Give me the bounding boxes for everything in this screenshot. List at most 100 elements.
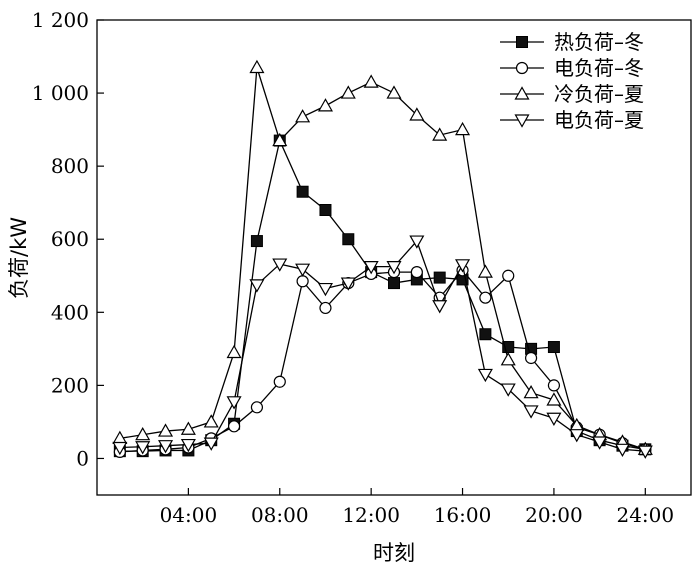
series-3-point (477, 264, 493, 278)
series-4-point (546, 412, 562, 426)
series-3-point (363, 74, 379, 88)
series-4-point (180, 438, 196, 453)
legend-item: 电负荷–夏 (500, 108, 644, 132)
series-1 (113, 134, 652, 458)
series-2-point (547, 379, 561, 392)
plot-border (96, 19, 692, 496)
series-3-point (203, 414, 219, 428)
legend-label: 冷负荷–夏 (554, 82, 644, 106)
series-1-point (433, 271, 446, 284)
series-3 (112, 59, 653, 455)
y-tick-label: 1 000 (32, 81, 89, 105)
legend-label: 电负荷–夏 (554, 108, 644, 132)
series-3-point (180, 421, 196, 435)
series-3-point (386, 85, 402, 99)
series-3-point (135, 426, 151, 441)
series-1-point (547, 341, 560, 354)
series-2-point (273, 375, 286, 388)
series-1-point (250, 235, 263, 248)
series-2-point (524, 351, 538, 365)
series-1-point (296, 185, 309, 198)
series-2-point (410, 266, 423, 279)
series-3-point (500, 352, 516, 366)
series-2-point (502, 269, 515, 282)
series-3-point (409, 107, 425, 121)
series-4-point (614, 443, 630, 458)
x-tick-label: 16:00 (434, 503, 492, 527)
series-3-point (546, 392, 562, 406)
series-4-point (112, 441, 128, 456)
x-axis-title: 时刻 (373, 541, 415, 565)
y-axis: 0 200 400 600 800 1 000 1 200 (32, 8, 104, 470)
series-layer (112, 59, 653, 459)
legend-item: 电负荷–冬 (500, 56, 644, 80)
series-3-point (317, 98, 333, 112)
series-3-point (432, 127, 448, 141)
series-3-point (226, 344, 242, 359)
series-4-point (386, 261, 402, 275)
legend-marker (515, 61, 529, 75)
series-4-point (135, 441, 151, 455)
series-2-line (119, 269, 646, 453)
series-4 (112, 235, 653, 459)
y-tick-label: 800 (51, 154, 89, 178)
y-tick-label: 1 200 (32, 8, 89, 32)
y-tick-label: 600 (51, 227, 89, 251)
series-1-point (388, 277, 400, 290)
series-3-point (523, 384, 539, 399)
series-3-point (158, 423, 174, 437)
legend-item: 热负荷–冬 (500, 30, 644, 54)
series-2-point (227, 420, 241, 433)
series-4-point (455, 259, 471, 273)
series-4-point (158, 440, 174, 454)
series-4-point (432, 300, 448, 314)
series-4-point (409, 235, 425, 249)
legend-label: 热负荷–冬 (554, 30, 644, 54)
series-4-point (226, 396, 242, 410)
x-tick-label: 08:00 (251, 503, 309, 527)
legend-label: 电负荷–冬 (554, 56, 644, 80)
series-1-line (119, 138, 646, 452)
series-2 (113, 264, 652, 458)
x-tick-label: 12:00 (342, 503, 400, 527)
series-4-point (203, 437, 219, 451)
series-4-point (363, 261, 379, 275)
series-4-point (569, 429, 585, 443)
x-tick-label: 04:00 (160, 503, 218, 527)
series-3-point (272, 132, 288, 147)
y-axis-title: 负荷/kW (7, 217, 31, 299)
series-2-point (479, 291, 492, 304)
series-1-point (479, 328, 492, 341)
y-tick-label: 400 (51, 300, 89, 324)
series-1-point (342, 233, 355, 246)
x-tick-label: 24:00 (616, 503, 674, 527)
series-4-point (295, 263, 311, 277)
series-4-point (592, 436, 608, 450)
series-3-point (249, 59, 265, 74)
plot-frame (96, 19, 692, 496)
y-tick-label: 200 (51, 373, 89, 397)
series-3-point (340, 85, 356, 99)
x-axis: 04:00 08:00 12:00 16:00 20:00 24:00 (160, 488, 674, 527)
series-1-point (319, 204, 332, 216)
series-4-point (477, 368, 493, 383)
series-4-point (500, 383, 516, 397)
legend-marker (514, 114, 530, 128)
series-2-point (319, 301, 332, 315)
series-3-point (455, 121, 471, 136)
series-4-point (317, 282, 333, 297)
legend-item: 冷负荷–夏 (500, 82, 644, 106)
series-4-point (637, 445, 653, 459)
series-4-point (249, 279, 265, 293)
series-4-point (523, 405, 539, 419)
y-tick-label: 0 (76, 446, 89, 470)
x-tick-label: 20:00 (525, 503, 583, 527)
series-4-point (340, 277, 356, 291)
series-4-point (272, 258, 288, 272)
series-2-point (250, 401, 264, 414)
series-2-point (296, 275, 309, 288)
series-3-point (295, 109, 311, 123)
legend-marker (516, 36, 528, 48)
